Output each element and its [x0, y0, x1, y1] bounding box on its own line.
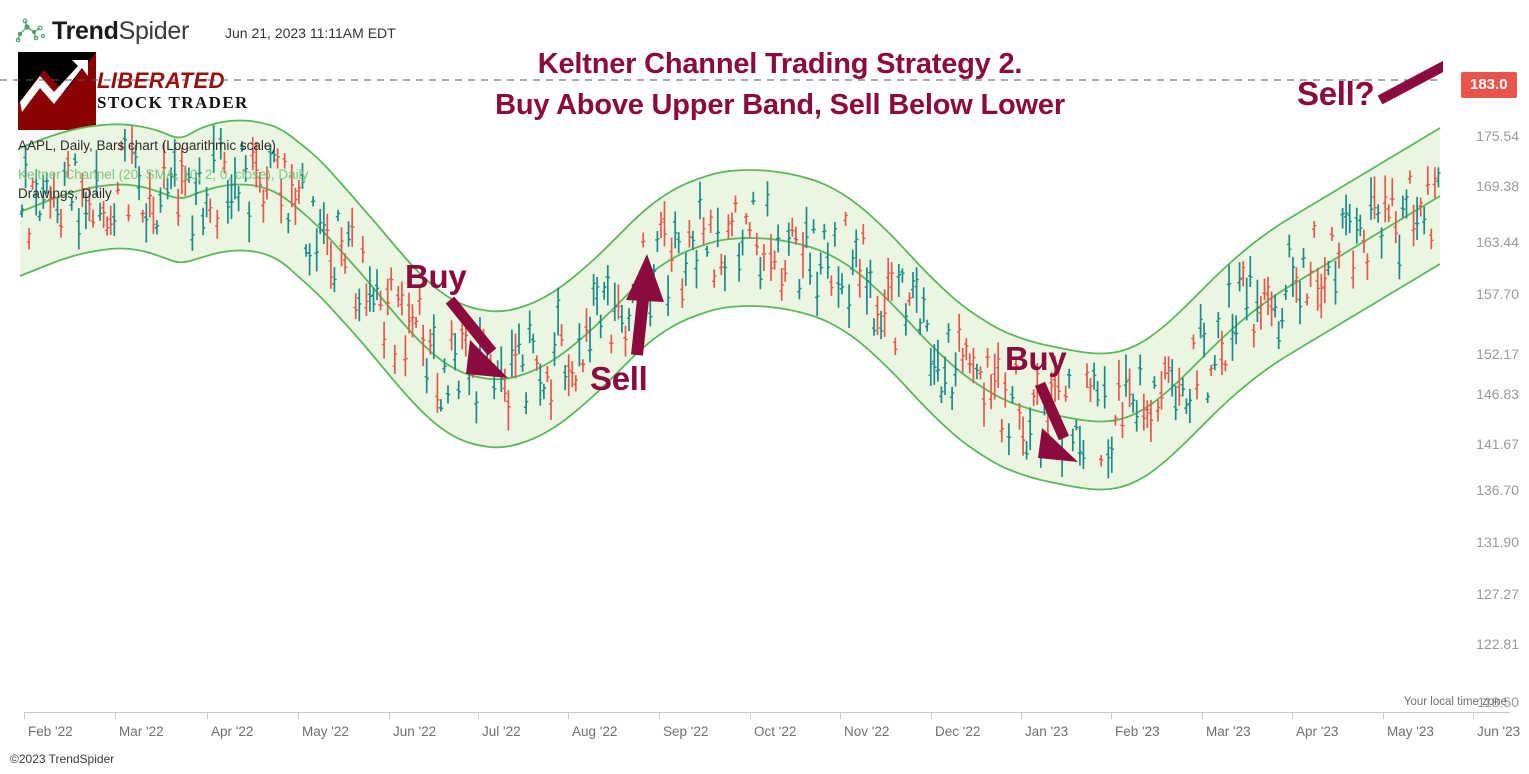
price-axis-tick: 163.44 [1476, 234, 1519, 250]
timestamp-label: Jun 21, 2023 11:11AM EDT [225, 25, 396, 41]
price-chart-svg [0, 60, 1443, 491]
brand-name-bold: Trend [52, 17, 119, 45]
time-axis-tick-mark [1292, 712, 1293, 719]
price-axis-tick: 127.27 [1476, 586, 1519, 602]
keltner-middle-line [19, 183, 1441, 423]
price-axis-tick: 169.38 [1476, 178, 1519, 194]
time-axis-tick: Feb '22 [28, 724, 73, 739]
time-axis-tick-mark [1021, 712, 1022, 719]
time-axis-tick-mark [1383, 712, 1384, 719]
time-axis-tick: Oct '22 [754, 724, 797, 739]
time-axis-tick-mark [840, 712, 841, 719]
legend-drawings: Drawings, Daily [18, 186, 112, 201]
price-axis[interactable]: 175.54 169.38 163.44 157.70 152.17 146.83 141.… [1443, 0, 1529, 712]
price-axis-tick: 175.54 [1476, 128, 1519, 144]
time-axis-tick-mark [1202, 712, 1203, 719]
price-axis-tick: 136.70 [1476, 482, 1519, 498]
watermark-line2: STOCK TRADER [97, 93, 249, 112]
price-axis-tick: 146.83 [1476, 386, 1519, 402]
trendspider-molecule-icon [15, 18, 46, 43]
price-axis-tick: 152.17 [1476, 346, 1519, 362]
app-header: TrendSpider Jun 21, 2023 11:11AM EDT [0, 0, 1529, 52]
time-axis-tick-mark [478, 712, 479, 719]
sell-arrow-1-icon [626, 254, 664, 356]
time-axis-tick: Sep '22 [663, 724, 709, 739]
legend-indicator: Keltner Channel (20, SMA, 10, 2, 0, clos… [18, 167, 309, 182]
annotation-label-sell-2: Sell? [1297, 75, 1375, 112]
page-title: Keltner Channel Trading Strategy 2. Buy … [380, 44, 1180, 126]
ohlc-bars-group [19, 125, 1441, 479]
copyright-label: ©2023 TrendSpider [10, 752, 115, 766]
time-axis-tick: Jan '23 [1025, 724, 1069, 739]
annotation-label-buy-2: Buy [1005, 340, 1067, 377]
time-axis-tick: Feb '23 [1115, 724, 1160, 739]
time-axis-tick-mark [750, 712, 751, 719]
time-axis-tick-mark [24, 712, 25, 719]
title-line-1: Keltner Channel Trading Strategy 2. [537, 48, 1023, 80]
time-axis-tick-mark [115, 712, 116, 719]
keltner-band-fill [20, 120, 1440, 490]
time-axis-tick-mark [389, 712, 390, 719]
legend-instrument: AAPL, Daily, Bars chart (Logarithmic sca… [18, 138, 276, 153]
time-axis-tick: May '22 [302, 724, 349, 739]
price-axis-tick: 118.50 [1477, 694, 1519, 710]
chart-plot-area[interactable] [0, 0, 1443, 712]
last-price-badge: 183.0 [1461, 72, 1517, 98]
timezone-note: Your local time zone [1403, 696, 1507, 708]
buy-arrow-2-icon [1034, 381, 1078, 462]
buy-arrow-1-icon [445, 296, 508, 378]
time-axis-tick: Jun '23 [1477, 724, 1521, 739]
time-axis-tick-mark [659, 712, 660, 719]
annotation-label-sell-1: Sell [590, 360, 648, 397]
time-axis-tick: Apr '22 [211, 724, 254, 739]
price-axis-tick: 122.81 [1476, 636, 1519, 652]
time-axis-tick-mark [931, 712, 932, 719]
brand-name-light: Spider [118, 17, 190, 45]
annotation-label-buy-1: Buy [405, 258, 467, 295]
time-axis-tick: Jun '22 [393, 724, 437, 739]
time-axis-tick-mark [1473, 712, 1474, 719]
time-axis-tick: Dec '22 [935, 724, 981, 739]
price-axis-tick: 141.67 [1476, 436, 1519, 452]
time-axis-tick-mark [1111, 712, 1112, 719]
price-axis-tick: 157.70 [1476, 286, 1519, 302]
time-axis-tick: Mar '23 [1206, 724, 1251, 739]
time-axis-tick: Apr '23 [1296, 724, 1339, 739]
time-axis-tick-mark [298, 712, 299, 719]
time-axis-tick-mark [207, 712, 208, 719]
sell-arrow-2-icon [1377, 60, 1443, 105]
time-axis-tick-mark [568, 712, 569, 719]
time-axis-tick: Nov '22 [844, 724, 890, 739]
time-axis-tick: May '23 [1387, 724, 1434, 739]
brand-wordmark: TrendSpider [52, 18, 189, 44]
price-axis-tick: 131.90 [1476, 534, 1519, 550]
keltner-upper-band-line [19, 119, 1441, 355]
time-axis[interactable]: Your local time zone ©2023 TrendSpider F… [0, 696, 1529, 774]
title-line-2: Buy Above Upper Band, Sell Below Lower [495, 89, 1065, 121]
time-axis-tick: Jul '22 [482, 724, 521, 739]
liberated-stock-trader-logo [18, 52, 96, 130]
annotation-arrows [445, 60, 1443, 462]
time-axis-line [24, 712, 1510, 713]
time-axis-tick: Aug '22 [572, 724, 618, 739]
time-axis-tick: Mar '22 [119, 724, 164, 739]
keltner-lower-band-line [19, 247, 1441, 491]
